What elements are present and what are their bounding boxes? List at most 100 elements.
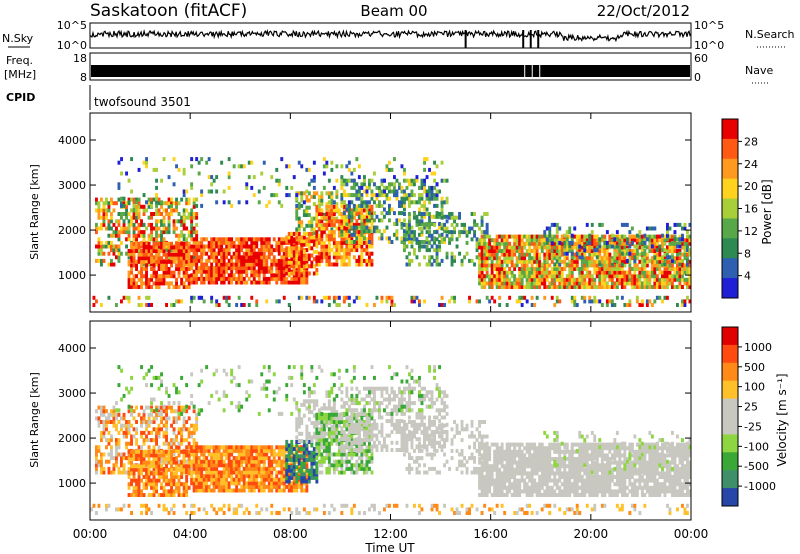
heatmap-cell (473, 230, 476, 234)
heatmap-cell (623, 281, 626, 285)
heatmap-cell (403, 204, 406, 208)
heatmap-cell (260, 252, 263, 256)
heatmap-cell (518, 238, 521, 242)
heatmap-cell (128, 299, 131, 303)
heatmap-cell (603, 271, 606, 275)
heatmap-cell (548, 271, 551, 275)
heatmap-cell (613, 274, 616, 278)
heatmap-cell (213, 481, 216, 485)
heatmap-cell (461, 263, 464, 267)
heatmap-cell (253, 463, 256, 467)
heatmap-cell (228, 277, 231, 281)
heatmap-cell (143, 193, 146, 197)
heatmap-cell (393, 211, 396, 215)
heatmap-cell (591, 238, 594, 242)
heatmap-cell (476, 299, 479, 303)
heatmap-cell (260, 445, 263, 449)
heatmap-cell (278, 270, 281, 274)
heatmap-cell (180, 493, 183, 497)
heatmap-cell (488, 278, 491, 282)
heatmap-cell (501, 271, 504, 275)
heatmap-cell (553, 238, 556, 242)
heatmap-cell (248, 266, 251, 270)
heatmap-cell (208, 266, 211, 270)
heatmap-cell (511, 260, 514, 264)
heatmap-cell (118, 248, 121, 252)
heatmap-cell (148, 413, 151, 417)
heatmap-cell (518, 242, 521, 246)
heatmap-cell (170, 468, 173, 472)
heatmap-cell (158, 227, 161, 231)
heatmap-cell (165, 230, 168, 234)
heatmap-cell (588, 285, 591, 289)
heatmap-cell (168, 223, 171, 227)
heatmap-cell (658, 271, 661, 275)
heatmap-cell (543, 260, 546, 264)
heatmap-cell (568, 241, 571, 245)
heatmap-cell (576, 267, 579, 271)
heatmap-cell (130, 471, 133, 475)
heatmap-cell (183, 263, 186, 267)
heatmap-cell (160, 453, 163, 457)
heatmap-cell (148, 285, 151, 289)
heatmap-cell (145, 424, 148, 428)
heatmap-cell (183, 464, 186, 468)
heatmap-cell (245, 467, 248, 471)
heatmap-cell (233, 277, 236, 281)
heatmap-cell (135, 274, 138, 278)
heatmap-cell (160, 420, 163, 424)
heatmap-cell (143, 493, 146, 497)
heatmap-cell (506, 278, 509, 282)
heatmap-cell (168, 230, 171, 234)
heatmap-cell (636, 274, 639, 278)
heatmap-cell (230, 266, 233, 270)
heatmap-cell (205, 481, 208, 485)
heatmap-cell (318, 263, 321, 267)
heatmap-cell (143, 253, 146, 257)
heatmap-cell (486, 249, 489, 253)
heatmap-cell (616, 296, 619, 300)
heatmap-cell (283, 296, 286, 300)
heatmap-cell (170, 450, 173, 454)
heatmap-cell (421, 240, 424, 244)
heatmap-cell (183, 219, 186, 223)
heatmap-cell (548, 281, 551, 285)
heatmap-cell (155, 274, 158, 278)
heatmap-cell (568, 281, 571, 285)
heatmap-cell (183, 471, 186, 475)
heatmap-cell (228, 485, 231, 489)
heatmap-cell (200, 237, 203, 241)
heatmap-cell (448, 212, 451, 216)
heatmap-cell (183, 267, 186, 271)
heatmap-cell (350, 248, 353, 252)
heatmap-cell (210, 281, 213, 285)
heatmap-cell (558, 299, 561, 303)
heatmap-cell (228, 471, 231, 475)
heatmap-cell (636, 278, 639, 282)
heatmap-cell (506, 260, 509, 264)
heatmap-cell (528, 274, 531, 278)
heatmap-cell (653, 278, 656, 282)
heatmap-cell (185, 267, 188, 271)
heatmap-cell (155, 223, 158, 227)
heatmap-cell (110, 219, 113, 223)
heatmap-cell (110, 227, 113, 231)
heatmap-cell (103, 216, 106, 220)
heatmap-cell (521, 245, 524, 249)
heatmap-cell (180, 256, 183, 260)
heatmap-cell (441, 237, 444, 241)
heatmap-cell (193, 409, 196, 413)
heatmap-cell (103, 431, 106, 435)
heatmap-cell (366, 303, 369, 307)
heatmap-cell (130, 461, 133, 465)
heatmap-cell (100, 259, 103, 263)
heatmap-cell (313, 195, 316, 199)
heatmap-cell (350, 172, 353, 176)
heatmap-cell (205, 463, 208, 467)
heatmap-cell (591, 242, 594, 246)
heatmap-cell (110, 198, 113, 202)
heatmap-cell (253, 485, 256, 489)
heatmap-cell (483, 238, 486, 242)
heatmap-cell (498, 256, 501, 260)
heatmap-cell (188, 274, 191, 278)
